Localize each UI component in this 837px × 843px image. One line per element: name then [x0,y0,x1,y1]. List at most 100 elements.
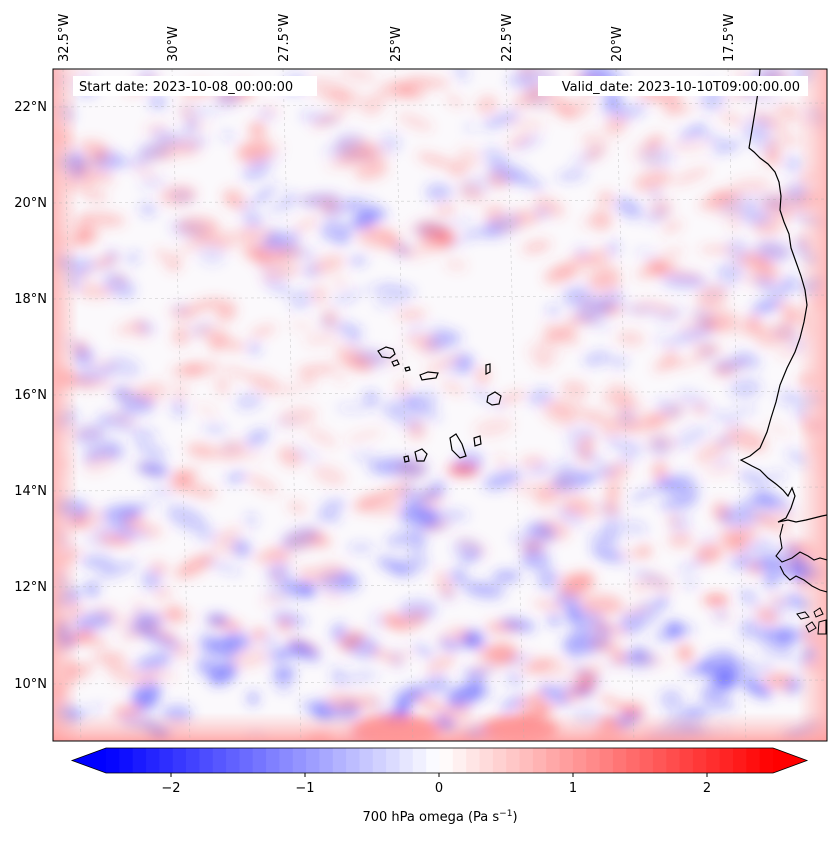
omega-field [53,69,827,741]
omega-anomaly-blob [390,84,423,99]
guinea-bissau-coast [779,565,827,593]
colorbar-step [426,748,440,773]
omega-anomaly-blob [464,582,507,597]
omega-anomaly-blob [359,94,385,116]
omega-anomaly-blob [505,133,533,148]
omega-anomaly-blob [583,150,603,161]
omega-anomaly-blob [756,628,795,643]
omega-anomaly-blob [581,131,610,155]
omega-anomaly-blob [768,470,787,482]
africa-coastline [739,69,827,523]
omega-anomaly-blob [717,525,760,545]
omega-anomaly-blob [418,229,457,252]
omega-anomaly-blob [166,504,208,532]
omega-anomaly-blob [729,378,762,398]
longitude-labels: 32.5°W 30°W 27.5°W 25°W 22.5°W 20°W 17.5… [57,14,737,62]
omega-anomaly-blob [347,197,389,221]
colorbar-step [679,748,694,773]
omega-anomaly-blob [771,103,804,117]
santo-antao-island [377,346,396,359]
latitude-labels: 22°N 20°N 18°N 16°N 14°N 12°N 10°N [14,100,47,692]
omega-anomaly-blob [614,197,644,219]
omega-anomaly-blob [757,518,792,535]
omega-anomaly-blob [302,263,320,278]
omega-anomaly-blob [170,190,194,202]
colorbar: −2 −1 0 1 2 700 hPa omega (Pa s−1) [70,747,809,825]
omega-anomaly-blob [196,526,219,543]
omega-anomaly-blob [242,161,271,181]
omega-anomaly-blob [168,306,197,321]
omega-anomaly-blob [342,356,374,370]
omega-anomaly-blob [519,456,545,467]
omega-anomaly-blob [598,694,636,716]
omega-anomaly-blob [459,186,486,202]
omega-anomaly-blob [755,324,791,347]
colorbar-step [319,748,334,773]
map-panel[interactable]: Start date: 2023-10-08_00:00:00 Valid_da… [38,56,837,754]
colorbar-step [506,748,520,773]
omega-anomaly-blob [497,390,526,405]
colorbar-step [546,748,560,773]
omega-anomaly-blob [692,276,712,287]
colorbar-step [239,748,254,773]
bottom-edge-band [53,712,827,741]
omega-anomaly-blob [325,692,362,713]
omega-anomaly-blob [527,342,561,364]
omega-anomaly-blob [473,417,514,438]
omega-anomaly-blob [561,380,589,399]
omega-anomaly-blob [245,247,289,266]
omega-anomaly-blob [197,632,215,654]
omega-anomaly-blob [376,557,417,576]
omega-anomaly-blob [632,583,646,592]
omega-anomaly-blob [575,247,589,256]
omega-anomaly-blob [244,428,270,448]
omega-anomaly-blob [286,640,308,658]
omega-anomaly-blob [397,112,434,132]
colorbar-step [479,748,494,773]
omega-anomaly-blob [517,692,546,710]
omega-anomaly-blob [237,136,272,154]
omega-anomaly-blob [654,335,680,349]
omega-anomaly-blob [713,608,728,623]
omega-anomaly-blob [694,129,734,149]
omega-anomaly-blob [407,421,427,441]
brava-island [403,455,410,463]
omega-anomaly-blob [380,460,423,481]
omega-anomaly-blob [182,117,199,137]
omega-anomaly-blob [266,228,283,250]
omega-anomaly-blob [179,103,195,121]
omega-anomaly-blob [375,484,411,501]
omega-anomaly-blob [389,565,408,577]
omega-anomaly-blob [412,644,435,658]
omega-anomaly-blob [153,587,173,600]
omega-anomaly-blob [758,640,793,656]
colorbar-step [692,748,707,773]
omega-anomaly-blob [678,123,707,141]
colorbar-step [652,748,667,773]
colorbar-steps [106,748,774,773]
lon-label-22-5w: 22.5°W [500,14,515,62]
omega-anomaly-blob [117,500,154,519]
colorbar-label-text: 700 hPa omega (Pa s [362,810,499,825]
omega-anomaly-blob [222,186,245,203]
lat-label-22n: 22°N [14,100,47,115]
colorbar-step [666,748,681,773]
omega-anomaly-blob [682,664,710,675]
omega-anomaly-blob [624,412,665,434]
omega-anomaly-blob [672,326,715,344]
omega-anomaly-blob [235,392,263,411]
bijagos-islands [796,607,827,635]
colorbar-outline [70,747,809,774]
omega-anomaly-blob [170,399,187,418]
omega-anomaly-blob [335,405,372,412]
omega-anomaly-blob [491,570,521,583]
colorbar-step [586,748,600,773]
omega-anomaly-blob [436,570,449,591]
omega-anomaly-blob [149,487,174,498]
colorbar-step [492,748,507,773]
omega-anomaly-blob [299,567,313,581]
omega-anomaly-blob [719,505,758,528]
omega-anomaly-blob [243,211,264,229]
omega-anomaly-blob [306,427,338,448]
omega-anomaly-blob [247,154,282,165]
